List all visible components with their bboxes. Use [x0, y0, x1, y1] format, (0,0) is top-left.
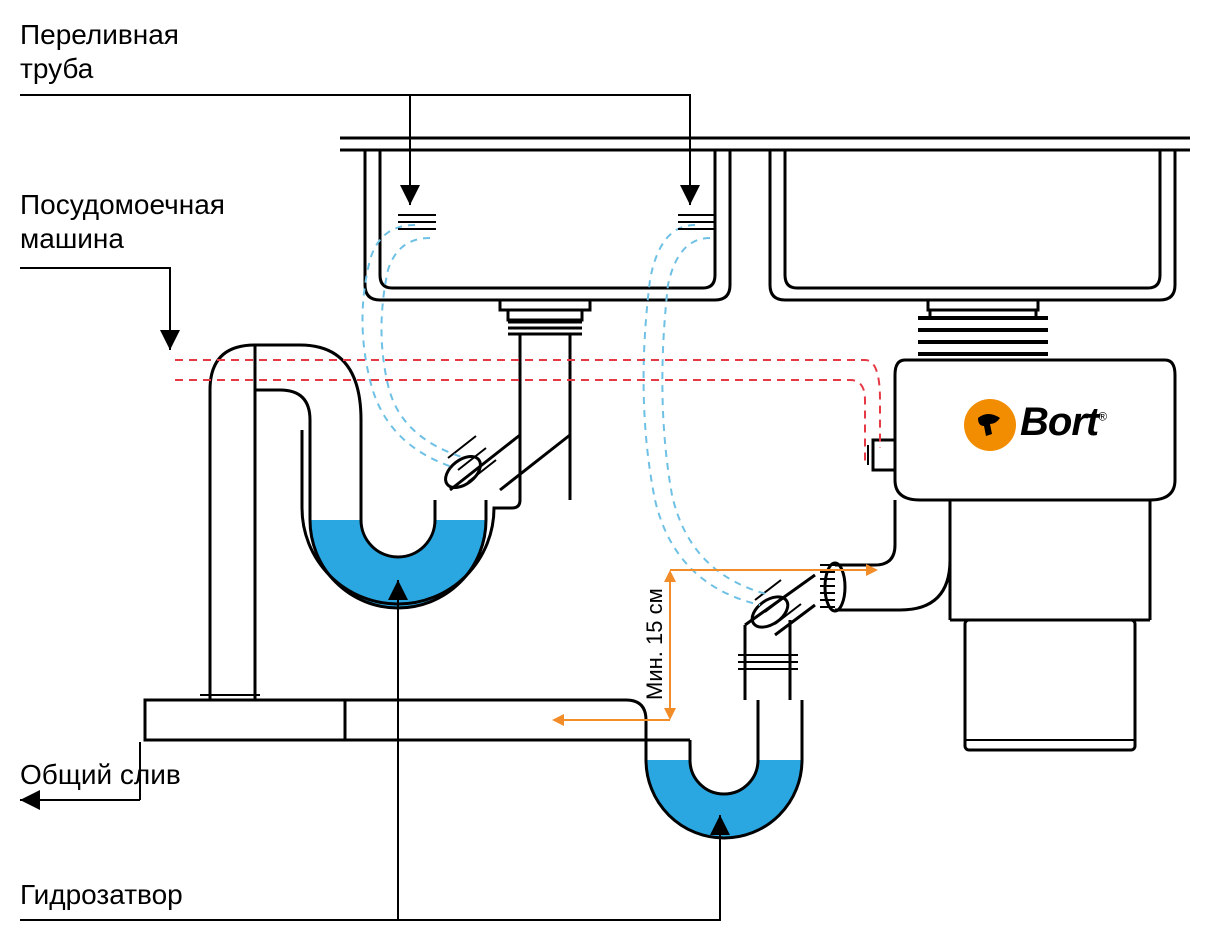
label-min-distance: Мин. 15 см	[642, 588, 668, 700]
plumbing-diagram	[0, 0, 1216, 936]
label-overflow-pipe: Переливная труба	[20, 18, 179, 85]
brand-registered: ®	[1098, 410, 1106, 424]
label-trap: Гидрозатвор	[20, 878, 183, 912]
left-drain-assembly	[440, 300, 590, 500]
common-drain-pipe	[145, 695, 345, 740]
garbage-disposer	[825, 300, 1175, 750]
brand-text: Bort®	[1020, 400, 1106, 445]
left-p-trap	[210, 345, 570, 700]
right-trap-water	[646, 760, 802, 838]
sink-countertop	[340, 138, 1190, 300]
dishwasher-hose	[175, 360, 880, 465]
label-common-drain: Общий слив	[20, 758, 181, 792]
brand-logo	[964, 399, 1016, 451]
label-dishwasher: Посудомоечная машина	[20, 188, 225, 255]
brand-name: Bort	[1020, 400, 1098, 444]
right-drain-assembly	[738, 565, 835, 700]
